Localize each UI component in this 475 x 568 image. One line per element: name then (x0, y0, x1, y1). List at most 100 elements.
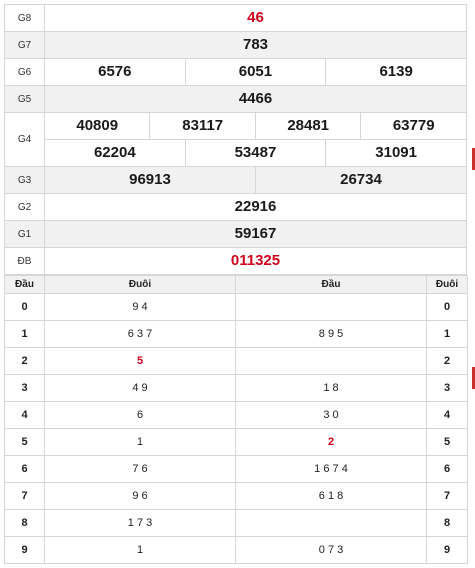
loto-body: 0 9 4 0 1 6 3 7 8 9 5 1 2 5 2 3 4 9 1 8 3 4 6 3 0 4 5 1 2 5 6 7… (4, 293, 468, 564)
row-head-digit: 1 (4, 320, 45, 348)
number-g1: 59167 (234, 225, 277, 242)
row-head-values-text: 3 0 (323, 409, 339, 421)
number-g4: 31091 (375, 144, 417, 161)
number-g7: 783 (242, 36, 269, 53)
row-head-values: 2 (235, 428, 427, 456)
value-g4-6: 53487 (184, 139, 327, 167)
table-row: 0 9 4 0 (4, 293, 468, 321)
row-head-digit-text: 7 (21, 490, 28, 502)
row-head-values-text: 1 6 7 4 (314, 463, 348, 475)
row-head-digit-text: 2 (21, 355, 28, 367)
row-tail-values-text: 6 (136, 409, 144, 421)
row-head-digit: 3 (4, 374, 45, 402)
table-row: 7 9 6 6 1 8 7 (4, 482, 468, 510)
value-g3-1: 96913 (44, 166, 256, 194)
label-g3: G3 (4, 166, 45, 194)
value-g6-1: 6576 (44, 58, 186, 86)
row-head-values: 8 9 5 (235, 320, 427, 348)
value-g1: 59167 (44, 220, 467, 248)
row-tail-digit: 5 (426, 428, 468, 456)
row-g4-b: 62204 53487 31091 (5, 139, 467, 167)
row-tail-values: 1 (44, 428, 236, 456)
header-dau-2: Đầu (235, 275, 427, 294)
row-head-values: 6 1 8 (235, 482, 427, 510)
value-g4-5: 62204 (44, 139, 186, 167)
row-tail-digit-text: 5 (443, 436, 451, 448)
row-head-digit: 7 (4, 482, 45, 510)
value-g4-1: 40809 (43, 112, 151, 140)
row-g6: G6 6576 6051 6139 (4, 58, 467, 86)
table-row: 9 1 0 7 3 9 (4, 536, 468, 564)
row-tail-digit-text: 9 (443, 544, 451, 556)
row-tail-digit: 7 (426, 482, 468, 510)
number-g3: 26734 (340, 171, 382, 188)
number-g6: 6576 (98, 63, 132, 80)
row-tail-values: 4 9 (44, 374, 236, 402)
label-g1: G1 (4, 220, 45, 248)
table-row: 3 4 9 1 8 3 (4, 374, 468, 402)
row-tail-values-text: 6 3 7 (127, 328, 153, 340)
row-tail-digit-text: 1 (443, 328, 451, 340)
value-g4-7: 31091 (325, 139, 467, 167)
row-head-values-text: 0 7 3 (318, 544, 344, 556)
row-tail-values: 6 3 7 (44, 320, 236, 348)
row-head-values-text: 8 9 5 (318, 328, 344, 340)
row-head-digit: 9 (4, 536, 45, 564)
row-tail-values-text: 1 (136, 436, 144, 448)
row-head-digit: 6 (4, 455, 45, 483)
row-tail-digit-text: 8 (443, 517, 451, 529)
value-db: 011325 (44, 247, 467, 275)
row-head-digit-text: 0 (21, 301, 28, 313)
number-g4: 53487 (234, 144, 277, 161)
lottery-results: G8 46 G7 783 G6 6576 6051 6139 G5 4466 G… (4, 4, 468, 564)
row-tail-digit: 2 (426, 347, 468, 375)
row-tail-values: 9 6 (44, 482, 236, 510)
row-head-values (235, 509, 427, 537)
value-g4-4: 63779 (360, 112, 467, 140)
header-duoi: Đuôi (44, 275, 236, 294)
row-tail-values: 1 7 3 (44, 509, 236, 537)
number-g4: 83117 (182, 117, 224, 134)
row-tail-values-text: 5 (136, 355, 144, 367)
row-g1: G1 59167 (4, 220, 467, 248)
row-tail-values-text: 1 (136, 544, 144, 556)
label-g7: G7 (4, 31, 45, 59)
number-g3: 96913 (129, 171, 171, 188)
row-head-digit-text: 4 (21, 409, 28, 421)
row-g5: G5 4466 (4, 85, 467, 113)
row-g2: G2 22916 (4, 193, 467, 221)
row-tail-values-text: 7 6 (132, 463, 148, 475)
row-head-values-text: 1 8 (323, 382, 339, 394)
row-tail-values: 1 (44, 536, 236, 564)
row-head-digit: 0 (4, 293, 45, 321)
label-g5: G5 (4, 85, 45, 113)
label-g6: G6 (4, 58, 45, 86)
table-row: 2 5 2 (4, 347, 468, 375)
number-g4: 63779 (392, 117, 435, 134)
row-head-digit-text: 1 (21, 328, 28, 340)
number-db: 011325 (230, 252, 281, 269)
row-tail-values: 6 (44, 401, 236, 429)
row-head-values-text: 2 (327, 436, 335, 448)
row-tail-values-text: 9 6 (132, 490, 148, 502)
prize-table: G8 46 G7 783 G6 6576 6051 6139 G5 4466 G… (4, 4, 468, 275)
row-head-digit-text: 9 (21, 544, 28, 556)
number-g5: 4466 (238, 90, 273, 107)
header-duoi-2: Đuôi (426, 275, 468, 294)
row-tail-digit-text: 2 (443, 355, 451, 367)
row-head-digit-text: 3 (21, 382, 28, 394)
row-head-digit: 2 (4, 347, 45, 375)
row-db: ĐB 011325 (4, 247, 467, 275)
value-g8: 46 (44, 4, 467, 32)
row-tail-digit-text: 7 (443, 490, 451, 502)
number-g8: 46 (247, 9, 264, 26)
row-g3: G3 96913 26734 (4, 166, 468, 194)
row-head-digit-text: 6 (21, 463, 28, 475)
row-tail-values-text: 4 9 (132, 382, 148, 394)
row-tail-digit: 1 (426, 320, 468, 348)
number-g2: 22916 (234, 198, 277, 215)
side-marker (472, 148, 475, 170)
row-head-values: 0 7 3 (235, 536, 427, 564)
row-g7: G7 783 (4, 31, 467, 59)
label-g2: G2 (4, 193, 45, 221)
